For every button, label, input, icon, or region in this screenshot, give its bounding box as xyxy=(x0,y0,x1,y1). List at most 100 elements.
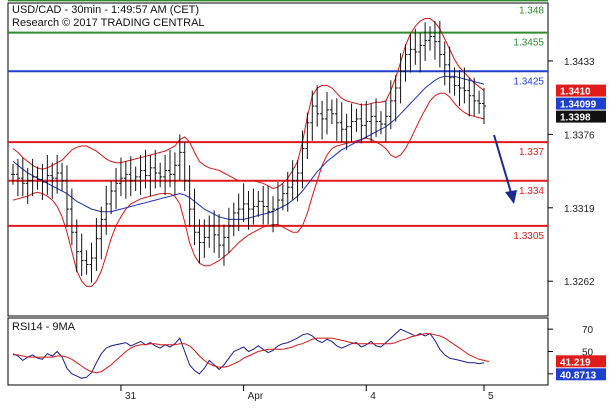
price-bar xyxy=(45,154,50,195)
price-badge: 1.34099 xyxy=(556,97,606,111)
price-bar xyxy=(231,202,236,237)
price-bar xyxy=(246,191,251,230)
price-bar xyxy=(320,100,325,140)
price-bar xyxy=(305,112,310,159)
price-bar xyxy=(207,215,212,248)
price-bar xyxy=(437,21,442,68)
price-bar xyxy=(369,103,374,143)
price-bar xyxy=(158,162,163,188)
price-bar xyxy=(418,32,423,73)
price-axis: 1.3433 1.3376 1.3319 1.3262 1.3410 1.34099 1.3… xyxy=(548,57,606,288)
price-badge-label: 1.3398 xyxy=(560,113,591,124)
price-badge: 1.3398 xyxy=(556,110,606,124)
price-bar xyxy=(11,164,15,185)
price-bar xyxy=(261,185,266,225)
price-bar xyxy=(20,157,25,197)
price-bar xyxy=(467,77,472,117)
price-bar xyxy=(442,41,447,86)
price-bar xyxy=(285,171,290,212)
price-bar xyxy=(133,166,138,192)
price-badge-bg xyxy=(556,110,606,123)
price-tick-label: 1.3433 xyxy=(564,57,595,68)
chart-header-line1: USD/CAD - 30min - 1:49:57 AM (CET) xyxy=(12,4,199,16)
price-badge-bg xyxy=(556,97,606,110)
rsi-badge-label: 40.8713 xyxy=(560,370,597,381)
rsi-panel xyxy=(7,317,549,386)
price-bar xyxy=(378,111,383,135)
forecast-arrow-head xyxy=(505,190,517,204)
price-bar xyxy=(334,98,339,141)
price-bar xyxy=(163,154,168,195)
price-bar xyxy=(182,142,187,192)
price-bar xyxy=(99,206,104,260)
price-bar xyxy=(114,167,119,210)
price-bar xyxy=(398,53,403,104)
price-bar xyxy=(423,22,428,61)
price-bar xyxy=(280,183,285,211)
time-tick-label: 4 xyxy=(370,391,376,402)
price-bar xyxy=(393,75,398,122)
price-bar xyxy=(413,28,418,65)
price-bar xyxy=(482,88,486,125)
forecast-arrow xyxy=(493,134,517,204)
price-bar xyxy=(477,90,482,114)
price-bar xyxy=(138,154,143,195)
price-bar xyxy=(69,188,74,246)
rsi-badge-bg xyxy=(556,368,606,381)
price-bar xyxy=(432,21,437,60)
price-bar xyxy=(256,191,261,217)
rsi-label: RSI14 - 9MA xyxy=(12,321,76,333)
price-bar xyxy=(251,188,256,225)
level-label: 1.334 xyxy=(519,186,544,197)
price-bar xyxy=(153,149,158,189)
price-bar xyxy=(226,207,231,253)
price-bar xyxy=(118,157,123,197)
time-axis: 31 Apr 4 5 xyxy=(120,385,494,402)
price-bar xyxy=(79,233,84,277)
price-bar xyxy=(128,156,133,197)
price-badge-label: 1.34099 xyxy=(560,100,597,111)
price-bar xyxy=(315,85,320,127)
price-bar xyxy=(359,103,364,144)
price-bar xyxy=(123,161,128,199)
price-levels: 1.348 1.3455 1.3425 1.337 1.334 1.3305 xyxy=(8,0,548,242)
price-bar xyxy=(374,98,379,137)
time-tick-label: 31 xyxy=(125,391,137,402)
price-tick-label: 1.3376 xyxy=(564,130,595,141)
price-bars xyxy=(11,21,486,283)
price-bar xyxy=(187,165,192,228)
price-bar xyxy=(104,185,109,235)
price-bar xyxy=(344,113,349,150)
price-bar xyxy=(143,149,148,189)
rsi-ma-line xyxy=(13,333,490,374)
price-bar xyxy=(89,242,94,283)
rsi-badge-label: 41.219 xyxy=(560,357,591,368)
level-label: 1.348 xyxy=(519,5,544,16)
price-tick-label: 1.3262 xyxy=(564,277,595,288)
price-badge-bg xyxy=(556,84,606,97)
price-badge-label: 1.3410 xyxy=(560,87,591,98)
forecast-arrow-line xyxy=(493,134,513,197)
price-bar xyxy=(202,219,207,259)
price-bar xyxy=(295,160,300,202)
price-bar xyxy=(290,160,295,201)
price-bar xyxy=(403,44,408,82)
bollinger-lower xyxy=(12,92,485,287)
price-tick-label: 1.3319 xyxy=(564,204,595,215)
price-bar xyxy=(197,219,202,264)
price-bar xyxy=(168,149,172,188)
rsi-tick-label: 50 xyxy=(582,348,594,359)
price-bar xyxy=(148,154,153,197)
price-bar xyxy=(310,90,315,141)
price-bar xyxy=(447,46,452,94)
price-bar xyxy=(354,108,359,132)
price-bar xyxy=(383,100,388,143)
price-bar xyxy=(74,219,79,273)
price-bar xyxy=(84,250,89,275)
level-label: 1.3425 xyxy=(513,76,544,87)
price-badge: 1.3410 xyxy=(556,84,606,98)
price-bar xyxy=(64,165,69,228)
price-bar xyxy=(60,162,65,192)
